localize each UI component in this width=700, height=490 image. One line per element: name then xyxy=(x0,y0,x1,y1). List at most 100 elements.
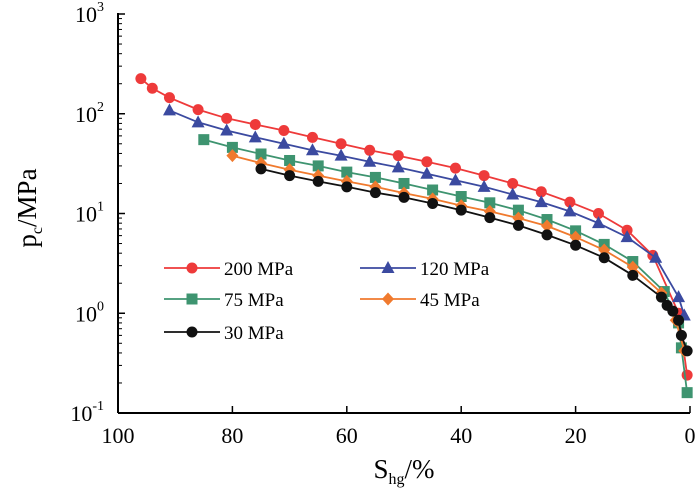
data-point-200mpa xyxy=(221,112,233,124)
data-point-75mpa xyxy=(312,160,324,172)
x-axis-title: Shg/% xyxy=(373,454,434,488)
data-point-200mpa xyxy=(535,186,547,198)
legend-label-75mpa: 75 MPa xyxy=(224,290,284,311)
data-point-120mpa xyxy=(591,216,605,229)
x-tick-label: 100 xyxy=(102,423,135,448)
data-point-200mpa xyxy=(146,82,158,94)
x-tick-label: 20 xyxy=(565,423,587,448)
x-ticks: 100 80 60 40 20 0 xyxy=(102,406,696,448)
data-point-120mpa xyxy=(305,143,319,156)
legend-label-200mpa: 200 MPa xyxy=(224,259,294,280)
data-point-200mpa xyxy=(449,162,461,174)
y-tick-label: 10-1 xyxy=(70,399,104,426)
y-tick-base: 10 xyxy=(70,401,92,426)
data-point-200mpa xyxy=(564,196,576,208)
data-point-30mpa xyxy=(312,175,324,187)
data-point-200mpa xyxy=(135,73,147,85)
data-point-120mpa xyxy=(420,166,434,179)
data-point-30mpa xyxy=(398,191,410,203)
data-point-30mpa xyxy=(455,204,467,216)
data-point-200mpa xyxy=(364,144,376,156)
data-point-30mpa xyxy=(627,269,639,281)
data-point-120mpa xyxy=(620,230,634,243)
data-point-30mpa xyxy=(655,291,667,303)
legend-label-120mpa: 120 MPa xyxy=(420,259,490,280)
data-point-200mpa xyxy=(392,150,404,162)
data-point-120mpa xyxy=(391,160,405,173)
y-tick-exponent: 1 xyxy=(97,200,104,215)
data-point-75mpa xyxy=(341,166,353,178)
data-point-200mpa xyxy=(249,119,261,131)
legend-item-200mpa: 200 MPa xyxy=(164,259,294,280)
axes xyxy=(117,13,690,414)
y-tick-label: 100 xyxy=(75,299,104,326)
series-120mpa xyxy=(162,103,691,321)
data-point-120mpa xyxy=(672,290,686,303)
data-point-120mpa xyxy=(191,115,205,128)
data-point-30mpa xyxy=(667,305,679,317)
data-point-75mpa xyxy=(484,197,496,209)
data-point-200mpa xyxy=(592,208,604,219)
data-point-30mpa xyxy=(484,212,496,224)
y-tick-exponent: -1 xyxy=(92,399,104,414)
data-point-30mpa xyxy=(570,239,582,251)
data-point-30mpa xyxy=(427,197,439,209)
data-point-200mpa xyxy=(306,131,318,143)
y-tick-base: 10 xyxy=(75,102,97,127)
x-title-unit: /% xyxy=(405,454,435,484)
data-point-200mpa xyxy=(478,170,490,182)
y-title-subscript: c xyxy=(29,227,46,234)
y-tick-label: 102 xyxy=(75,100,104,127)
y-tick-base: 10 xyxy=(75,202,97,227)
y-axis-title: pc/MPa xyxy=(12,168,46,247)
data-point-75mpa xyxy=(681,387,693,399)
legend: 200 MPa 120 MPa 75 MPa 45 MPa 30 MPa xyxy=(164,259,490,344)
legend-label-45mpa: 45 MPa xyxy=(420,290,480,311)
data-point-45mpa xyxy=(569,230,582,244)
legend-marker-120mpa xyxy=(381,261,395,273)
legend-item-45mpa: 45 MPa xyxy=(360,290,480,311)
data-point-200mpa xyxy=(163,92,175,104)
data-point-30mpa xyxy=(341,181,353,193)
y-tick-exponent: 0 xyxy=(97,299,104,314)
data-point-200mpa xyxy=(681,369,693,381)
y-title-main: p xyxy=(12,234,42,248)
series-200mpa xyxy=(135,73,693,381)
y-tick-base: 10 xyxy=(75,2,97,27)
legend-marker-30mpa xyxy=(186,326,198,338)
x-tick-label: 40 xyxy=(450,423,472,448)
data-point-30mpa xyxy=(598,252,610,264)
data-point-30mpa xyxy=(255,163,267,175)
legend-label-30mpa: 30 MPa xyxy=(224,323,284,344)
data-point-75mpa xyxy=(284,154,296,166)
data-point-30mpa xyxy=(673,314,685,326)
data-point-200mpa xyxy=(192,104,204,116)
data-point-75mpa xyxy=(226,141,238,153)
data-point-75mpa xyxy=(369,171,381,183)
data-point-120mpa xyxy=(563,204,577,217)
data-point-120mpa xyxy=(277,136,291,149)
legend-item-120mpa: 120 MPa xyxy=(360,259,490,280)
x-tick-label: 60 xyxy=(336,423,358,448)
series-line-120mpa xyxy=(169,109,686,316)
data-point-75mpa xyxy=(198,134,210,146)
data-point-120mpa xyxy=(162,103,176,116)
data-point-30mpa xyxy=(512,219,524,231)
data-point-30mpa xyxy=(369,187,381,199)
data-point-200mpa xyxy=(335,138,347,150)
data-point-200mpa xyxy=(421,156,433,168)
series-layer xyxy=(135,73,693,399)
y-tick-base: 10 xyxy=(75,301,97,326)
y-tick-exponent: 3 xyxy=(97,0,104,15)
data-point-120mpa xyxy=(363,154,377,167)
data-point-120mpa xyxy=(506,187,520,200)
y-tick-label: 101 xyxy=(75,200,104,227)
data-point-45mpa xyxy=(626,260,639,274)
data-point-120mpa xyxy=(248,130,262,143)
data-point-75mpa xyxy=(512,204,524,216)
data-point-120mpa xyxy=(448,173,462,186)
x-tick-label: 0 xyxy=(685,423,696,448)
data-point-75mpa xyxy=(398,177,410,189)
